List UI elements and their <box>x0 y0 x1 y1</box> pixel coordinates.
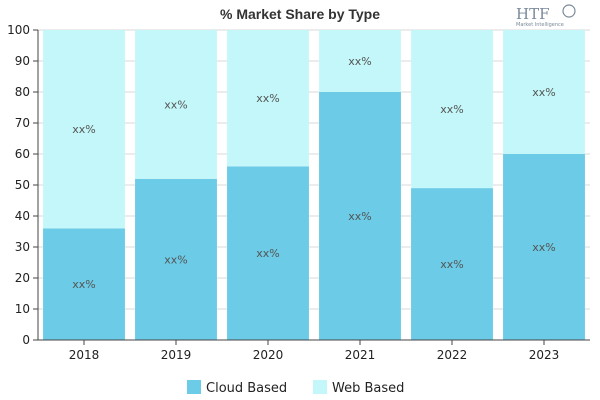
legend: Cloud Based Web Based <box>187 380 404 396</box>
y-tick-label: 0 <box>22 333 30 347</box>
data-label: xx% <box>348 210 371 223</box>
data-label: xx% <box>440 103 463 116</box>
bar-segment <box>135 178 217 340</box>
data-label: xx% <box>164 98 187 111</box>
y-tick-label: 20 <box>15 271 30 285</box>
legend-label: Cloud Based <box>206 381 287 396</box>
data-label: xx% <box>164 253 187 266</box>
bar-segment <box>411 30 493 189</box>
x-axis: 2018 2019 2020 2021 2022 2023 <box>38 339 590 362</box>
htf-logo: HTF Market Intelligence <box>516 4 576 28</box>
chart-title: % Market Share by Type <box>220 6 380 22</box>
grid-lines <box>38 29 590 341</box>
data-label: xx% <box>532 86 555 99</box>
x-tick-label: 2020 <box>253 348 284 362</box>
y-tick-label: 70 <box>15 116 30 130</box>
y-axis: 0 10 20 30 40 50 60 70 80 90 100 <box>7 23 39 347</box>
data-label: xx% <box>256 92 279 105</box>
legend-swatch <box>313 380 327 394</box>
bar-segment <box>503 30 585 154</box>
data-label: xx% <box>440 258 463 271</box>
y-tick-label: 80 <box>15 85 30 99</box>
data-label: xx% <box>348 55 371 68</box>
data-label: xx% <box>72 123 95 136</box>
logo-subtext: Market Intelligence <box>516 22 564 28</box>
x-tick-label: 2018 <box>69 348 100 362</box>
bar-segment <box>43 228 125 340</box>
y-tick-label: 90 <box>15 54 30 68</box>
bars: xx% xx% xx% xx% xx% xx% xx% xx% xx% xx% xx% xx% <box>43 30 585 340</box>
bar-segment <box>411 188 493 340</box>
bar-segment <box>503 154 585 340</box>
bar-segment <box>227 166 309 340</box>
data-label: xx% <box>72 278 95 291</box>
y-tick-label: 10 <box>15 302 30 316</box>
bar-segment <box>43 30 125 229</box>
bar-segment <box>319 30 401 92</box>
y-tick-label: 50 <box>15 178 30 192</box>
bar-segment <box>227 30 309 167</box>
y-tick-label: 40 <box>15 209 30 223</box>
legend-label: Web Based <box>332 381 404 396</box>
y-tick-label: 60 <box>15 147 30 161</box>
x-tick-label: 2022 <box>437 348 468 362</box>
y-tick-label: 30 <box>15 240 30 254</box>
bar-segment <box>135 30 217 179</box>
y-tick-label: 100 <box>7 23 30 37</box>
logo-text: HTF <box>516 5 550 23</box>
legend-swatch <box>187 380 201 394</box>
x-tick-label: 2021 <box>345 348 376 362</box>
data-label: xx% <box>532 241 555 254</box>
x-tick-label: 2023 <box>529 348 560 362</box>
logo-globe-icon <box>562 4 576 18</box>
x-tick-label: 2019 <box>161 348 192 362</box>
bar-segment <box>319 92 401 340</box>
data-label: xx% <box>256 247 279 260</box>
